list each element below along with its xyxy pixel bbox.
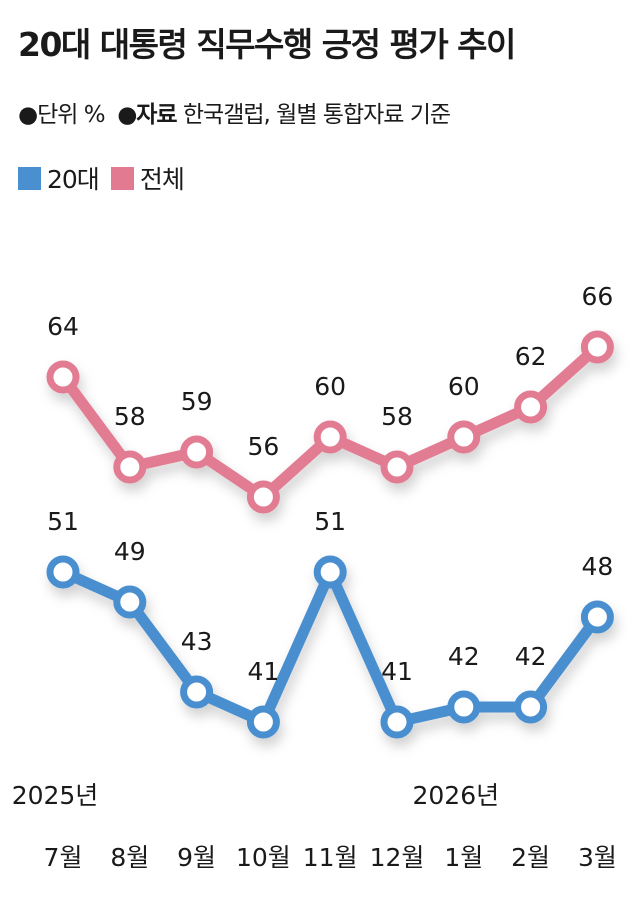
data-label: 41 xyxy=(381,657,413,686)
series-20s xyxy=(46,555,614,739)
chart-title: 20대 대통령 직무수행 긍정 평가 추이 xyxy=(18,25,516,64)
data-label: 51 xyxy=(47,507,79,536)
x-tick-label: 11월 xyxy=(303,843,358,872)
data-point xyxy=(380,450,414,484)
data-label: 56 xyxy=(247,432,279,461)
x-tick-label: 3월 xyxy=(578,843,617,872)
legend-swatch-all xyxy=(110,166,134,190)
data-point xyxy=(113,450,147,484)
data-point xyxy=(380,705,414,739)
source-label: ●자료 xyxy=(117,102,177,128)
data-label: 60 xyxy=(448,372,480,401)
unit-value: % xyxy=(83,102,106,128)
legend-swatch-20s xyxy=(18,166,41,190)
legend: 20대 전체 xyxy=(18,160,185,196)
data-label: 60 xyxy=(314,372,346,401)
data-point xyxy=(580,600,614,634)
data-label: 48 xyxy=(581,552,613,581)
chart-meta: ●단위 % ●자료 한국갤럽, 월별 통합자료 기준 xyxy=(18,95,451,129)
data-label: 59 xyxy=(181,387,213,416)
data-point xyxy=(313,555,347,589)
data-point xyxy=(447,690,481,724)
data-point xyxy=(113,585,147,619)
data-point xyxy=(46,555,80,589)
data-point xyxy=(514,690,548,724)
data-label: 62 xyxy=(515,342,547,371)
year-label: 2025년 xyxy=(12,781,99,810)
legend-label-all: 전체 xyxy=(139,165,185,194)
data-label: 42 xyxy=(515,642,547,671)
x-tick-label: 10월 xyxy=(236,843,291,872)
data-label: 42 xyxy=(448,642,480,671)
data-label: 66 xyxy=(581,282,613,311)
x-tick-label: 7월 xyxy=(44,843,83,872)
data-label: 58 xyxy=(114,402,146,431)
data-label: 43 xyxy=(181,627,213,656)
data-point xyxy=(580,330,614,364)
year-label: 2026년 xyxy=(412,781,499,810)
data-label: 51 xyxy=(314,507,346,536)
data-point xyxy=(246,480,280,514)
unit-label: ●단위 xyxy=(18,102,78,128)
series-all xyxy=(46,330,614,514)
data-point xyxy=(514,390,548,424)
data-label: 58 xyxy=(381,402,413,431)
data-point xyxy=(180,435,214,469)
data-label: 49 xyxy=(114,537,146,566)
source-value: 한국갤럽, 월별 통합자료 기준 xyxy=(182,102,451,128)
data-label: 64 xyxy=(47,312,79,341)
x-tick-label: 9월 xyxy=(177,843,216,872)
x-tick-label: 8월 xyxy=(110,843,149,872)
data-point xyxy=(447,420,481,454)
legend-label-20s: 20대 xyxy=(47,165,100,194)
data-label: 41 xyxy=(247,657,279,686)
data-point xyxy=(46,360,80,394)
data-point xyxy=(313,420,347,454)
data-point xyxy=(180,675,214,709)
x-tick-label: 2월 xyxy=(511,843,550,872)
x-tick-label: 1월 xyxy=(444,843,483,872)
data-point xyxy=(246,705,280,739)
x-tick-label: 12월 xyxy=(370,843,425,872)
